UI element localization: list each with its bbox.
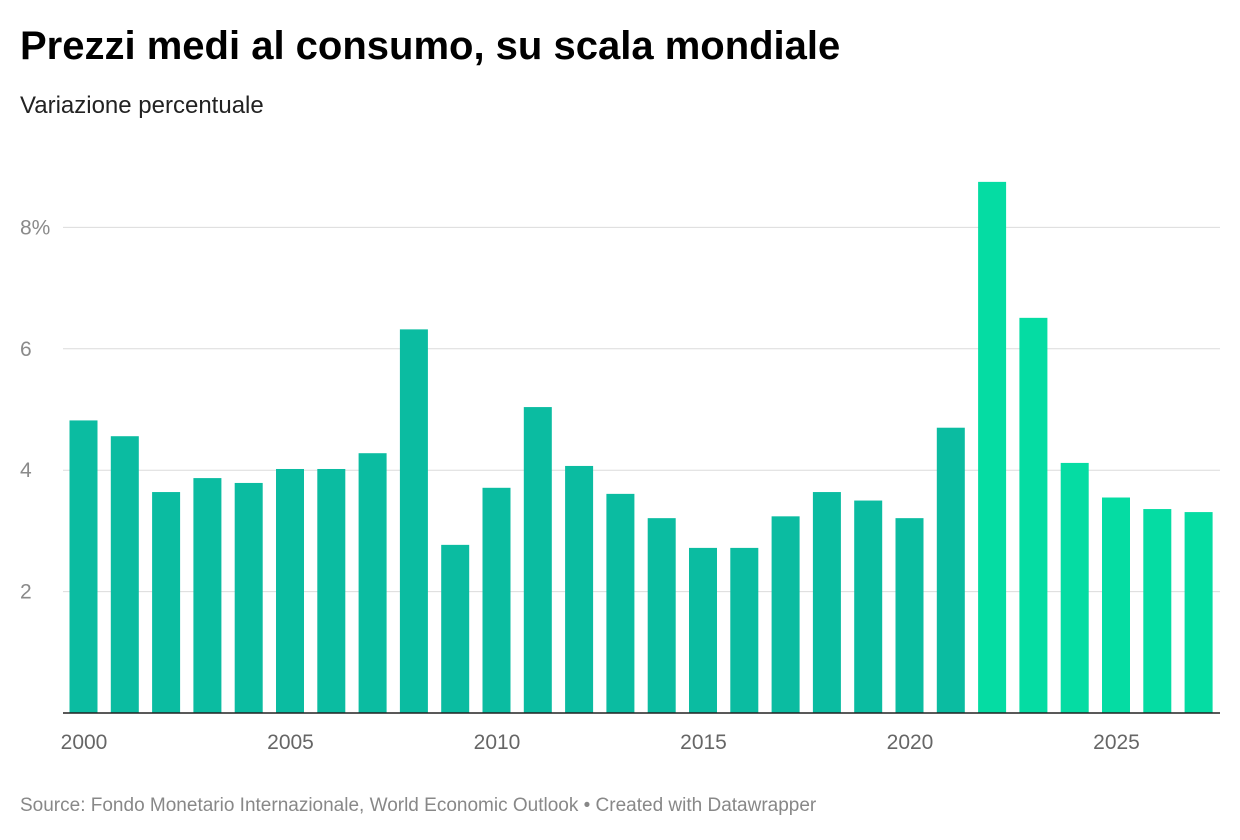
bar-2013 [606, 493, 635, 713]
bar-2026 [1143, 509, 1172, 713]
bar-2016 [730, 547, 759, 713]
bar-2004 [234, 482, 263, 713]
bar-2006 [317, 468, 346, 713]
bar-2020 [895, 518, 924, 713]
bar-2017 [771, 516, 800, 713]
bar-2025 [1102, 497, 1130, 713]
x-tick-label-2005: 2005 [267, 731, 314, 754]
bar-2012 [565, 465, 594, 713]
bar-2024 [1060, 462, 1089, 713]
bar-2027 [1184, 512, 1213, 713]
y-tick-label-4: 4 [20, 459, 32, 482]
bar-2003 [193, 478, 222, 713]
source-note: Source: Fondo Monetario Internazionale, … [20, 795, 817, 816]
bar-2000 [69, 420, 98, 713]
bar-2009 [441, 544, 470, 713]
bar-2019 [854, 500, 883, 713]
bar-2005 [276, 468, 304, 713]
y-axis-ticks: 2 4 6 8% [20, 216, 50, 603]
bar-2008 [399, 329, 428, 713]
bar-2014 [647, 518, 676, 713]
bars [69, 181, 1213, 713]
bar-2011 [523, 407, 552, 713]
bar-2010 [482, 487, 511, 713]
x-tick-label-2015: 2015 [680, 731, 727, 754]
x-axis-ticks: 2000 2005 2010 2015 2020 2025 [61, 731, 1140, 754]
bar-2015 [689, 547, 717, 713]
bar-2002 [152, 492, 181, 713]
chart-subtitle: Variazione percentuale [20, 92, 264, 119]
bar-2023 [1019, 317, 1048, 713]
x-tick-label-2000: 2000 [61, 731, 108, 754]
y-tick-label-6: 6 [20, 338, 32, 361]
bar-2021 [936, 427, 965, 713]
bar-2001 [110, 436, 139, 713]
chart-title: Prezzi medi al consumo, su scala mondial… [20, 24, 841, 68]
y-tick-label-8: 8% [20, 216, 50, 239]
x-tick-label-2020: 2020 [887, 731, 934, 754]
bar-2022 [978, 181, 1007, 713]
bar-2007 [358, 453, 387, 713]
y-tick-label-2: 2 [20, 581, 32, 604]
x-tick-label-2025: 2025 [1093, 731, 1140, 754]
x-tick-label-2010: 2010 [474, 731, 521, 754]
bar-2018 [812, 492, 841, 713]
